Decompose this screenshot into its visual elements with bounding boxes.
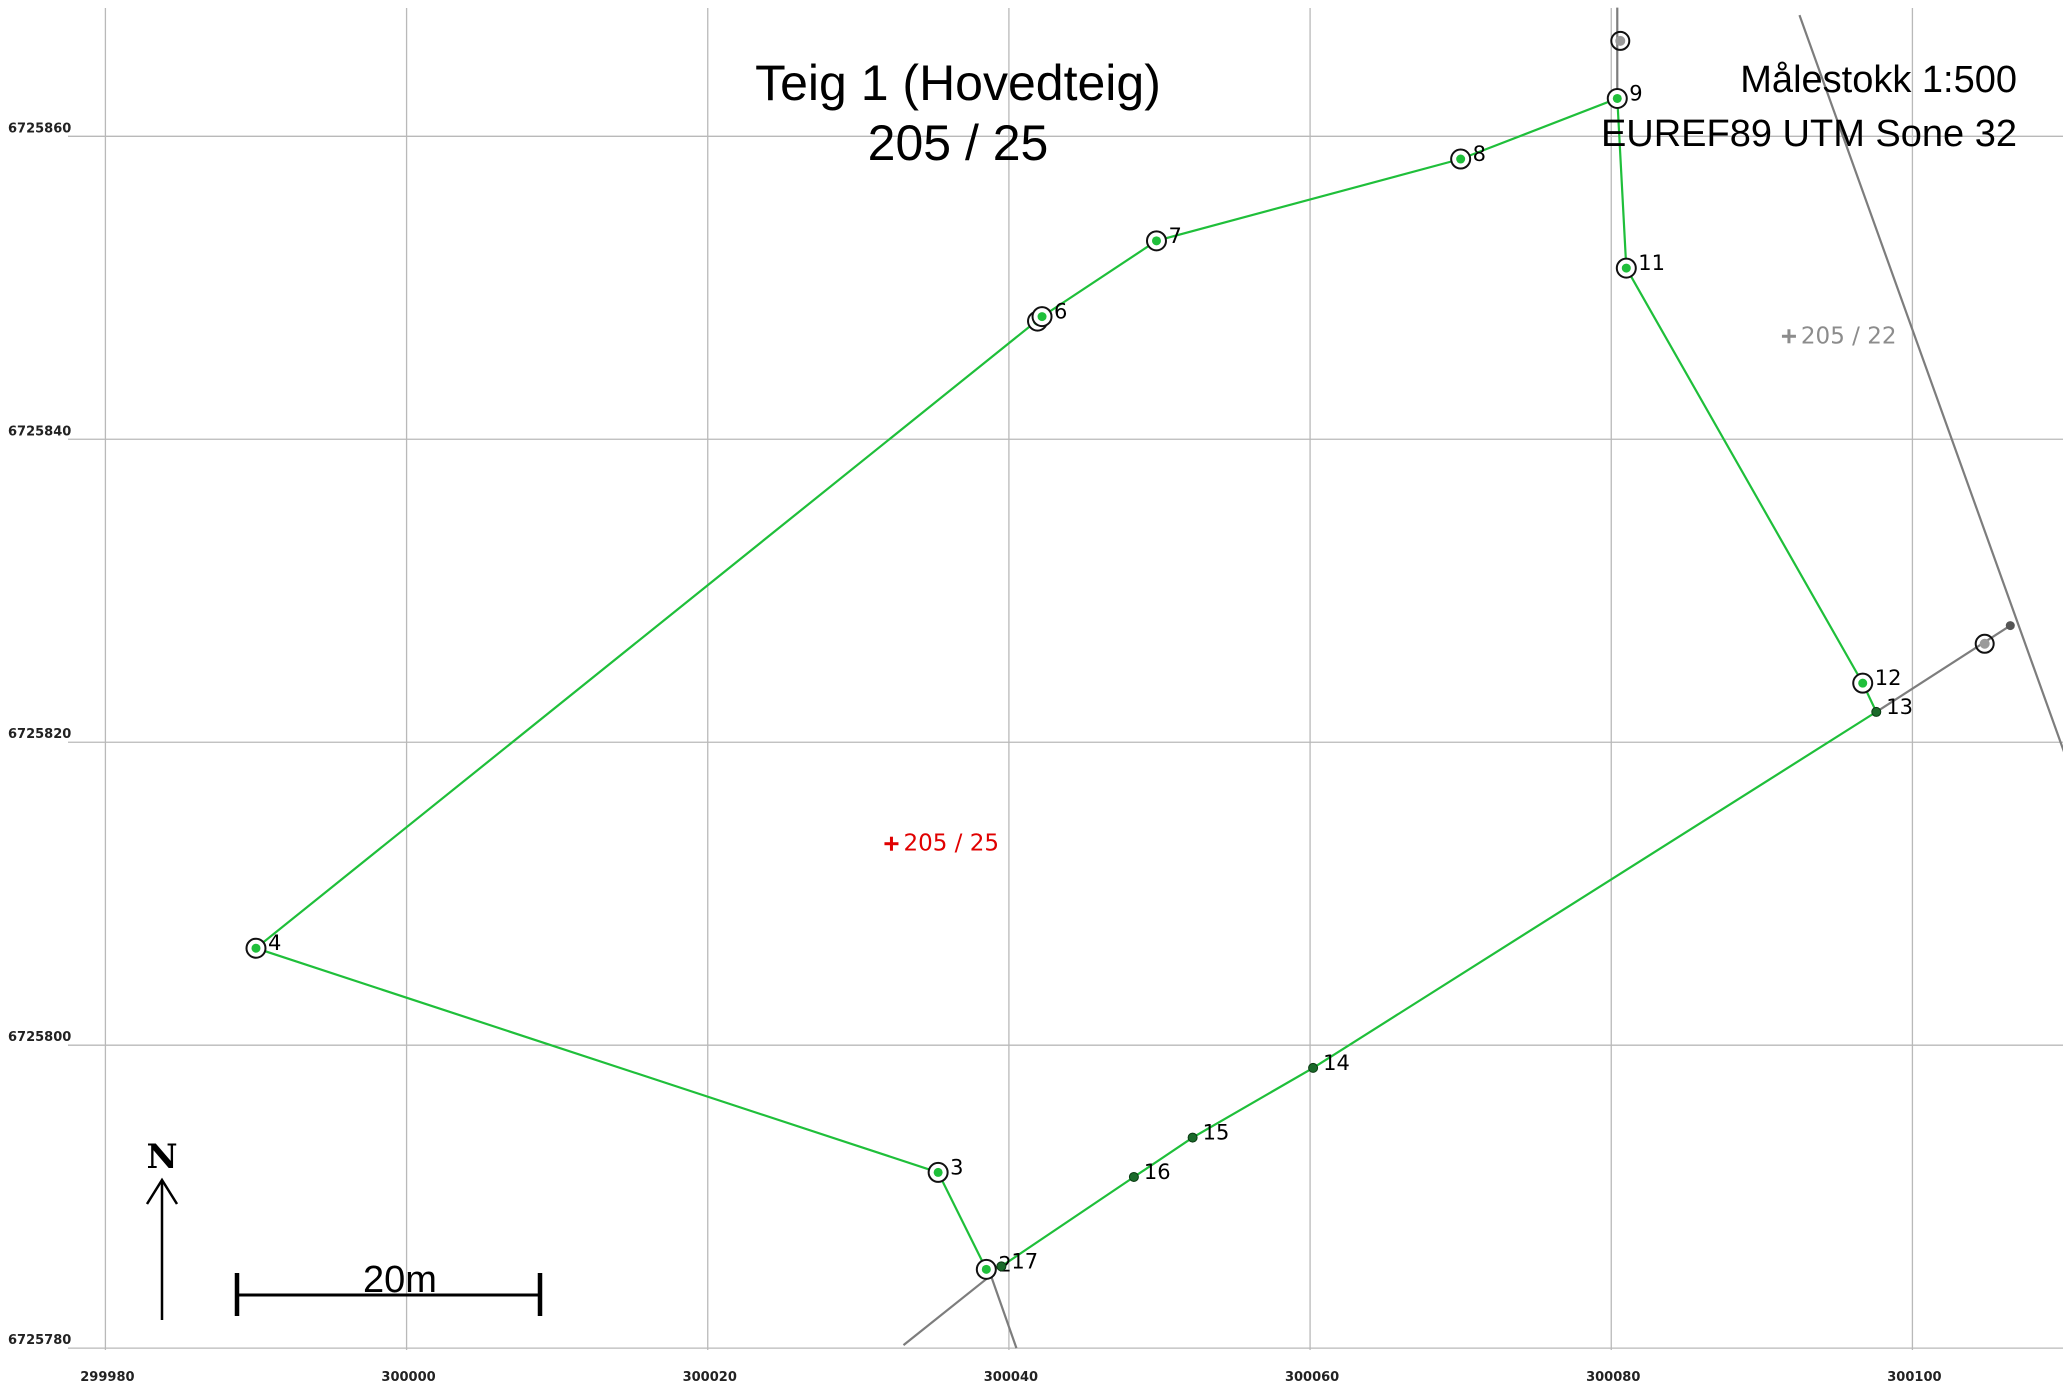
point-label: 14 (1323, 1051, 1350, 1075)
map-title-line1: Teig 1 (Hovedteig) (755, 55, 1161, 111)
map-crs-text: EUREF89 UTM Sone 32 (1601, 113, 2017, 155)
point-label: 15 (1203, 1121, 1230, 1145)
point-dot (997, 1262, 1006, 1271)
point-dot (934, 1168, 943, 1177)
point-label: 13 (1886, 695, 1913, 719)
point-label: 7 (1168, 224, 1181, 248)
point-label: 9 (1629, 81, 1642, 105)
point-dot (1858, 679, 1867, 688)
point-dot (1152, 236, 1161, 245)
x-tick-label: 300020 (683, 1370, 737, 1385)
point-dot (1129, 1172, 1138, 1181)
point-dot (1613, 94, 1622, 103)
point-dot (1872, 707, 1881, 716)
y-tick-label: 6725860 (8, 121, 71, 136)
point-label: 17 (1011, 1249, 1038, 1273)
x-tick-label: 300060 (1285, 1370, 1339, 1385)
y-tick-label: 6725840 (8, 424, 71, 439)
point-label: 3 (950, 1155, 963, 1179)
point-dot (1309, 1063, 1318, 1072)
y-tick-label: 6725820 (8, 727, 71, 742)
x-tick-label: 300040 (984, 1370, 1038, 1385)
point-dot (982, 1265, 991, 1274)
parcel-label-text: 205 / 25 (903, 831, 999, 857)
point-label: 6 (1054, 300, 1067, 324)
x-tick-label: 300100 (1887, 1370, 1941, 1385)
point-dot (1456, 155, 1465, 164)
neighbor-point-marker (2006, 621, 2015, 630)
point-dot (1188, 1133, 1197, 1142)
point-dot (251, 944, 260, 953)
point-label: 4 (268, 931, 281, 955)
map-scale-text: Målestokk 1:500 (1740, 59, 2017, 101)
point-dot (1622, 264, 1631, 273)
north-arrow-label: N (146, 1137, 177, 1177)
x-tick-label: 300080 (1586, 1370, 1640, 1385)
point-label: 12 (1875, 666, 1902, 690)
scale-bar-label: 20m (363, 1259, 437, 1301)
map-title-line2: 205 / 25 (868, 115, 1049, 171)
point-label: 16 (1144, 1160, 1171, 1184)
x-tick-label: 299980 (80, 1370, 134, 1385)
parcel-label-text: 205 / 22 (1801, 323, 1897, 349)
y-tick-label: 6725800 (8, 1030, 71, 1045)
point-dot (1038, 312, 1047, 321)
point-label: 11 (1638, 251, 1665, 275)
x-tick-label: 300000 (381, 1370, 435, 1385)
y-tick-label: 6725780 (8, 1333, 71, 1348)
point-label: 8 (1473, 142, 1486, 166)
